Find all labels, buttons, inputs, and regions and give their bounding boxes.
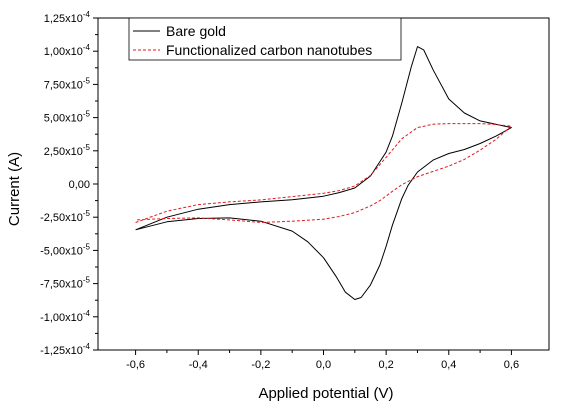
x-tick-label: 0,6 bbox=[504, 359, 519, 371]
y-tick-label: -5,00x10-5 bbox=[40, 242, 90, 257]
x-tick-label: 0,2 bbox=[378, 359, 393, 371]
y-tick-label: 1,00x10-4 bbox=[44, 43, 91, 58]
y-tick-label: 1,25x10-4 bbox=[44, 10, 91, 25]
y-tick-label: -1,00x10-4 bbox=[40, 309, 90, 324]
y-tick-label: 0,00 bbox=[69, 179, 90, 191]
data-series bbox=[135, 46, 512, 300]
plot-frame bbox=[97, 17, 550, 351]
x-tick-label: -0,6 bbox=[126, 359, 145, 371]
y-tick-label: 7,50x10-5 bbox=[44, 76, 91, 91]
series-line-carbon-nanotubes bbox=[135, 123, 512, 223]
tick-labels: -0,6 -0,4 -0,2 0,0 0,2 0,4 0,6 -1,25x10-4 -1,00x… bbox=[40, 10, 519, 371]
y-tick-label: 5,00x10-5 bbox=[44, 110, 91, 125]
axis-ticks bbox=[93, 17, 512, 355]
legend-box bbox=[128, 17, 402, 61]
legend-label-carbon-nanotubes: Functionalized carbon nanotubes bbox=[166, 42, 372, 58]
y-tick-label: 2,50x10-5 bbox=[44, 143, 91, 158]
y-axis-title: Current (A) bbox=[6, 152, 23, 226]
x-tick-label: 0,0 bbox=[316, 359, 331, 371]
x-tick-label: -0,2 bbox=[251, 359, 270, 371]
legend-label-bare-gold: Bare gold bbox=[166, 23, 226, 39]
x-tick-label: 0,4 bbox=[441, 359, 456, 371]
y-tick-label: -1,25x10-4 bbox=[40, 342, 90, 357]
y-tick-label: -2,50x10-5 bbox=[40, 209, 90, 224]
y-tick-label: -7,50x10-5 bbox=[40, 276, 90, 291]
legend: Bare gold Functionalized carbon nanotube… bbox=[128, 17, 402, 61]
x-axis-title: Applied potential (V) bbox=[258, 385, 393, 402]
x-tick-label: -0,4 bbox=[189, 359, 208, 371]
series-line-bare-gold bbox=[135, 46, 512, 300]
